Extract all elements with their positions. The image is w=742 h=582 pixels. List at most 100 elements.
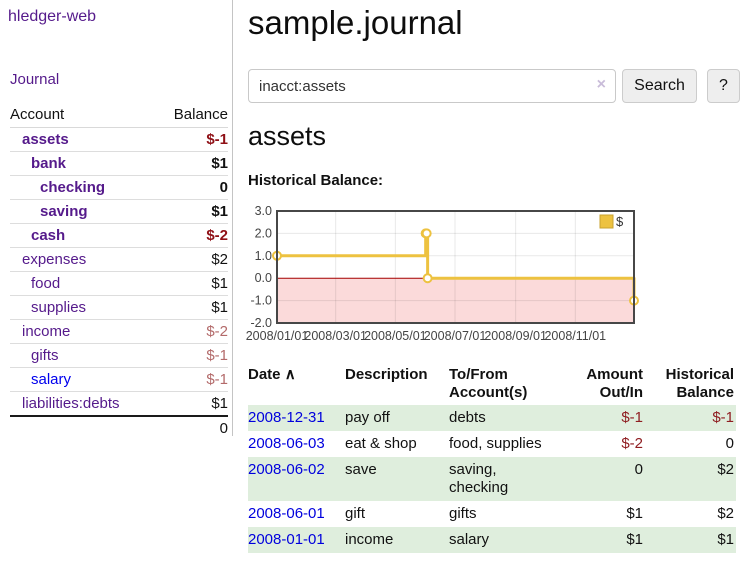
svg-text:0.0: 0.0 [255, 271, 272, 285]
account-row: liabilities:debts $1 [10, 391, 228, 416]
sidebar-account-income[interactable]: income [22, 323, 71, 340]
sidebar-account-expenses[interactable]: expenses [22, 251, 87, 268]
sidebar-account-gifts[interactable]: gifts [31, 347, 59, 364]
sidebar-account-liabilities-debts[interactable]: liabilities:debts [22, 395, 120, 412]
account-balance: 0 [155, 175, 228, 200]
account-row: saving $1 [10, 199, 228, 224]
transaction-date-link[interactable]: 2008-06-01 [248, 505, 325, 522]
sidebar-account-assets[interactable]: assets [22, 131, 69, 148]
account-row: income $-2 [10, 319, 228, 344]
svg-text:1.0: 1.0 [255, 249, 272, 263]
account-row: bank $1 [10, 151, 228, 176]
register-table: Date ∧ Description To/From Account(s) Am… [248, 364, 736, 553]
svg-text:2008/03/01: 2008/03/01 [304, 329, 367, 343]
account-row: gifts $-1 [10, 343, 228, 368]
page-title: sample.journal [248, 4, 463, 41]
svg-text:-2.0: -2.0 [250, 316, 272, 330]
balance-column-header: Historical Balance [665, 366, 734, 401]
balance-column-header: Balance [155, 103, 228, 128]
date-column-header[interactable]: Date ∧ [248, 366, 296, 383]
svg-text:3.0: 3.0 [255, 204, 272, 218]
svg-text:2.0: 2.0 [255, 226, 272, 240]
transaction-description: save [345, 461, 377, 478]
transaction-description: income [345, 531, 394, 548]
sort-ascending-icon: ∧ [284, 366, 296, 383]
account-row: food $1 [10, 271, 228, 296]
svg-text:-1.0: -1.0 [250, 294, 272, 308]
app-brand-link[interactable]: hledger-web [8, 8, 97, 25]
register-header-row: Date ∧ Description To/From Account(s) Am… [248, 364, 736, 405]
transaction-amount: 0 [634, 461, 643, 478]
account-balance: $2 [155, 247, 228, 272]
account-table-header: Account Balance [10, 103, 228, 128]
transaction-accounts: debts [449, 409, 486, 426]
transaction-balance: $1 [717, 531, 734, 548]
sidebar-account-cash[interactable]: cash [31, 227, 66, 244]
register-row[interactable]: 2008-06-02 save saving, checking 0 $2 [248, 457, 736, 501]
transaction-date-link[interactable]: 2008-06-03 [248, 435, 325, 452]
account-tree-table: Account Balance assets $-1 bank $1 check… [10, 103, 228, 440]
transaction-date-link[interactable]: 2008-06-02 [248, 461, 325, 478]
account-column-header: Account [10, 103, 156, 128]
sidebar-account-bank[interactable]: bank [31, 155, 67, 172]
sidebar-account-checking[interactable]: checking [40, 179, 106, 196]
account-row: supplies $1 [10, 295, 228, 320]
account-balance: $-1 [155, 343, 228, 368]
register-row[interactable]: 2008-06-03 eat & shop food, supplies $-2… [248, 431, 736, 457]
transaction-balance: $-1 [712, 409, 734, 426]
search-input[interactable] [248, 69, 616, 103]
sidebar-account-food[interactable]: food [31, 275, 61, 292]
account-row: checking 0 [10, 175, 228, 200]
register-row[interactable]: 2008-06-01 gift gifts $1 $2 [248, 501, 736, 527]
transaction-accounts: food, supplies [449, 435, 542, 452]
transaction-description: gift [345, 505, 366, 522]
transaction-amount: $1 [626, 531, 643, 548]
transaction-amount: $-2 [621, 435, 643, 452]
tofrom-column-header: To/From Account(s) [449, 366, 528, 401]
transaction-balance: $2 [717, 461, 734, 478]
account-balance: $-1 [155, 367, 228, 392]
svg-text:$: $ [616, 214, 624, 229]
account-balance: $-1 [155, 127, 228, 152]
transaction-date-link[interactable]: 2008-01-01 [248, 531, 325, 548]
amount-column-header: Amount Out/In [586, 366, 643, 401]
search-button[interactable]: Search [622, 69, 697, 103]
transaction-amount: $1 [626, 505, 643, 522]
account-row: salary $-1 [10, 367, 228, 392]
account-balance: $1 [155, 271, 228, 296]
account-total-row: 0 [10, 415, 228, 440]
svg-text:2008/01/01: 2008/01/01 [246, 329, 309, 343]
svg-text:2008/05/01: 2008/05/01 [364, 329, 427, 343]
account-balance: $-2 [155, 223, 228, 248]
transaction-accounts: salary [449, 531, 490, 548]
sidebar-account-salary[interactable]: salary [31, 371, 72, 388]
register-row[interactable]: 2008-12-31 pay off debts $-1 $-1 [248, 405, 736, 431]
clear-search-icon[interactable]: × [596, 76, 606, 93]
transaction-description: eat & shop [345, 435, 417, 452]
account-balance: $1 [155, 391, 228, 416]
sidebar-account-saving[interactable]: saving [40, 203, 88, 220]
account-row: assets $-1 [10, 127, 228, 152]
transaction-accounts: gifts [449, 505, 477, 522]
account-balance: $1 [155, 151, 228, 176]
chart-title: Historical Balance: [248, 172, 384, 189]
transaction-amount: $-1 [621, 409, 643, 426]
register-row[interactable]: 2008-01-01 income salary $1 $1 [248, 527, 736, 553]
description-column-header: Description [345, 366, 428, 383]
transaction-balance: 0 [725, 435, 734, 452]
current-account-title: assets [248, 121, 327, 151]
account-row: cash $-2 [10, 223, 228, 248]
nav-journal-link[interactable]: Journal [10, 71, 60, 88]
transaction-date-link[interactable]: 2008-12-31 [248, 409, 325, 426]
transaction-description: pay off [345, 409, 390, 426]
help-button[interactable]: ? [707, 69, 740, 103]
accounts-total-balance: 0 [155, 415, 228, 440]
account-balance: $-2 [155, 319, 228, 344]
search-bar: × Search ? [248, 69, 740, 103]
historical-balance-chart: $3.0 2.0 1.0 0.0 -1.0 -2.02008/01/012008/03/0… [246, 204, 639, 343]
account-balance: $1 [155, 199, 228, 224]
sidebar-account-supplies[interactable]: supplies [31, 299, 87, 316]
svg-text:2008/09/01: 2008/09/01 [484, 329, 547, 343]
transaction-balance: $2 [717, 505, 734, 522]
transaction-accounts: saving, checking [449, 461, 509, 496]
